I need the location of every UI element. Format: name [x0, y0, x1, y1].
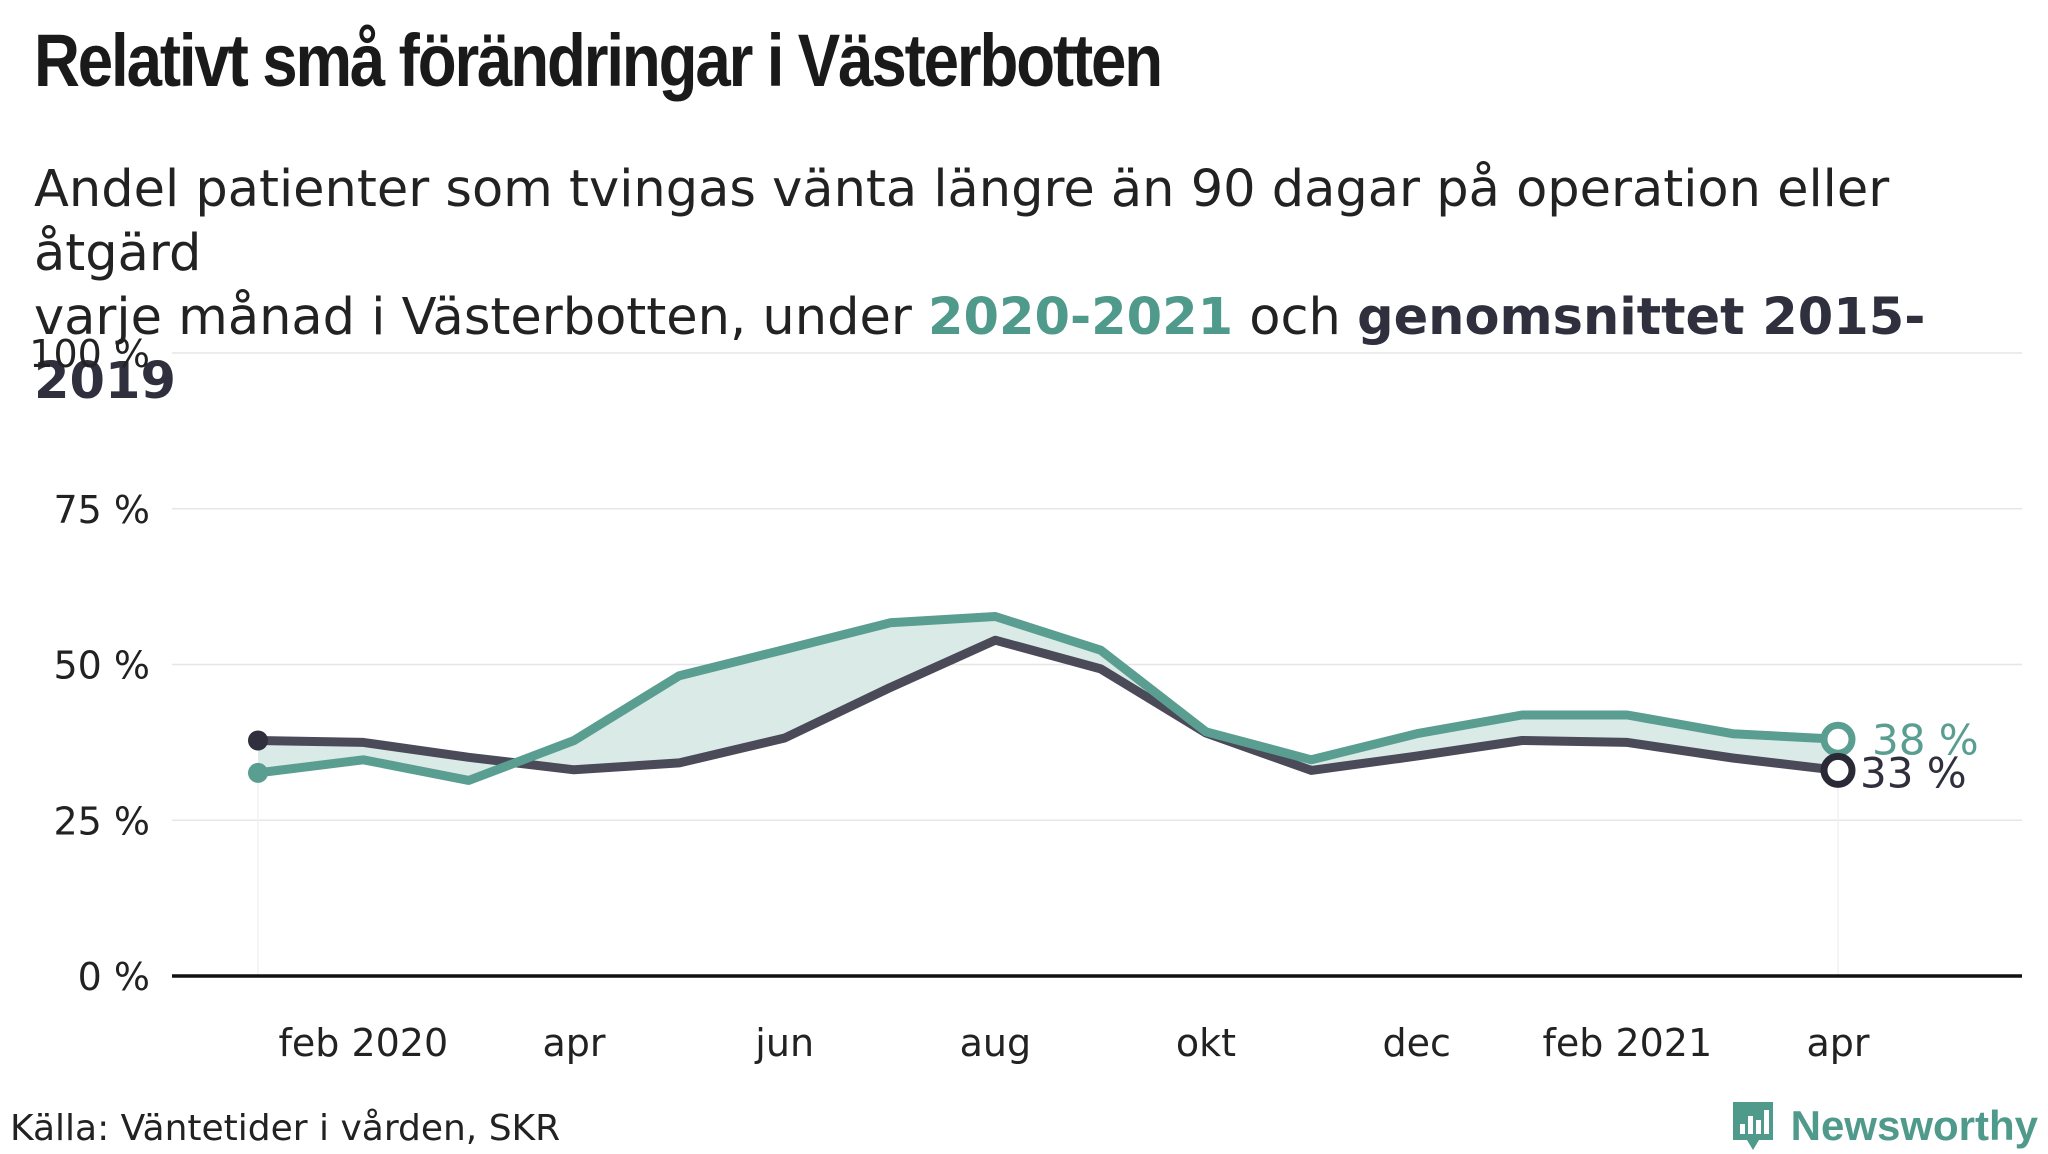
x-tick-label: feb 2021	[1542, 1021, 1712, 1065]
series-a-line	[253, 612, 1843, 785]
brand-logo: Newsworthy	[1729, 1098, 2038, 1154]
x-tick-label: okt	[1176, 1021, 1236, 1065]
y-tick-label: 0 %	[78, 955, 150, 999]
subtitle-line-1: Andel patienter som tvingas vänta längre…	[34, 160, 1890, 283]
x-tick-label: apr	[542, 1021, 605, 1065]
y-tick-label: 100 %	[29, 332, 150, 376]
x-tick-label: jun	[754, 1021, 814, 1065]
chart-subtitle: Andel patienter som tvingas vänta längre…	[34, 158, 2024, 414]
series-a-start-point	[248, 762, 268, 783]
source-note: Källa: Väntetider i vården, SKR	[10, 1108, 561, 1149]
series-b-line	[253, 635, 1843, 775]
series-a-end-label: 38 %	[1872, 715, 1979, 764]
subtitle-mid: och	[1233, 288, 1358, 347]
series-b-start-point	[248, 730, 268, 751]
x-tick-label: dec	[1382, 1021, 1450, 1065]
y-tick-label: 75 %	[53, 488, 150, 532]
y-tick-label: 50 %	[53, 644, 150, 688]
brand-name: Newsworthy	[1790, 1102, 2038, 1149]
subtitle-line-2: varje månad i Västerbotten, under 2020-2…	[34, 286, 2024, 414]
newsworthy-logo-icon	[1732, 1102, 1773, 1150]
series-b-label: genomsnittet 2015-2019	[34, 288, 1926, 411]
difference-area	[258, 616, 1838, 781]
series-b-end-label: 33 %	[1860, 748, 1967, 797]
series-a-label: 2020-2021	[928, 288, 1234, 347]
series-a-end-point	[1820, 721, 1856, 757]
x-tick-label: aug	[960, 1021, 1032, 1065]
subtitle-prefix: varje månad i Västerbotten, under	[34, 288, 928, 347]
x-tick-label: feb 2020	[278, 1021, 448, 1065]
x-tick-label: apr	[1806, 1021, 1869, 1065]
chart-title: Relativt små förändringar i Västerbotten	[34, 19, 1163, 102]
y-tick-label: 25 %	[53, 799, 150, 843]
series-b-end-point	[1820, 752, 1856, 788]
